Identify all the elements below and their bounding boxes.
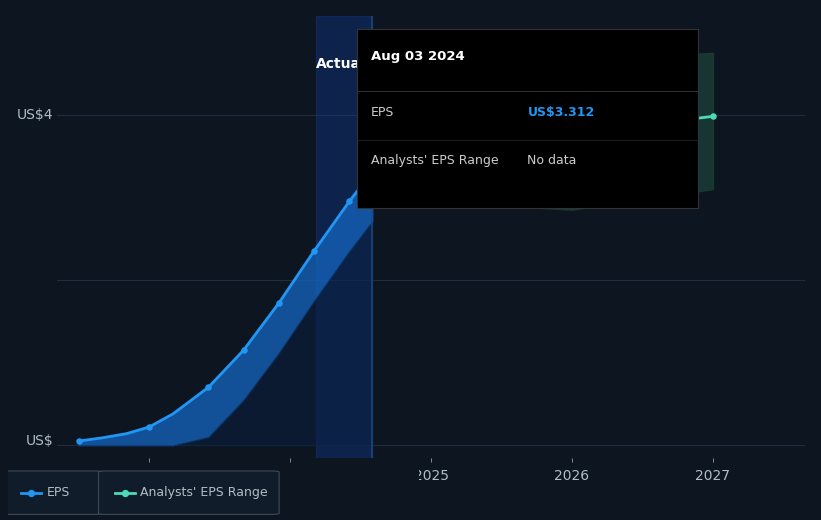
Point xyxy=(273,299,286,307)
Text: Analysts Forecasts: Analysts Forecasts xyxy=(383,57,512,71)
Point xyxy=(365,167,378,176)
Bar xyxy=(316,16,372,458)
Text: Analysts' EPS Range: Analysts' EPS Range xyxy=(371,154,498,167)
Point xyxy=(342,197,355,205)
Point xyxy=(307,247,320,255)
Point xyxy=(202,383,215,392)
FancyBboxPatch shape xyxy=(99,471,279,514)
Text: US$: US$ xyxy=(26,434,53,448)
Text: US$3.312: US$3.312 xyxy=(528,106,594,119)
Point xyxy=(566,129,579,137)
Text: No data: No data xyxy=(528,154,577,167)
Point xyxy=(237,346,250,354)
FancyBboxPatch shape xyxy=(4,471,103,514)
Text: EPS: EPS xyxy=(371,106,394,119)
Point xyxy=(412,264,425,272)
Text: Aug 03 2024: Aug 03 2024 xyxy=(371,50,465,63)
Point xyxy=(424,150,438,159)
Text: Analysts' EPS Range: Analysts' EPS Range xyxy=(140,486,267,499)
Point xyxy=(365,167,378,176)
Text: EPS: EPS xyxy=(48,486,71,499)
Point xyxy=(706,112,719,121)
Point xyxy=(143,423,156,431)
Text: Actual: Actual xyxy=(315,57,365,71)
Point xyxy=(72,437,85,445)
Text: US$4: US$4 xyxy=(17,108,53,122)
